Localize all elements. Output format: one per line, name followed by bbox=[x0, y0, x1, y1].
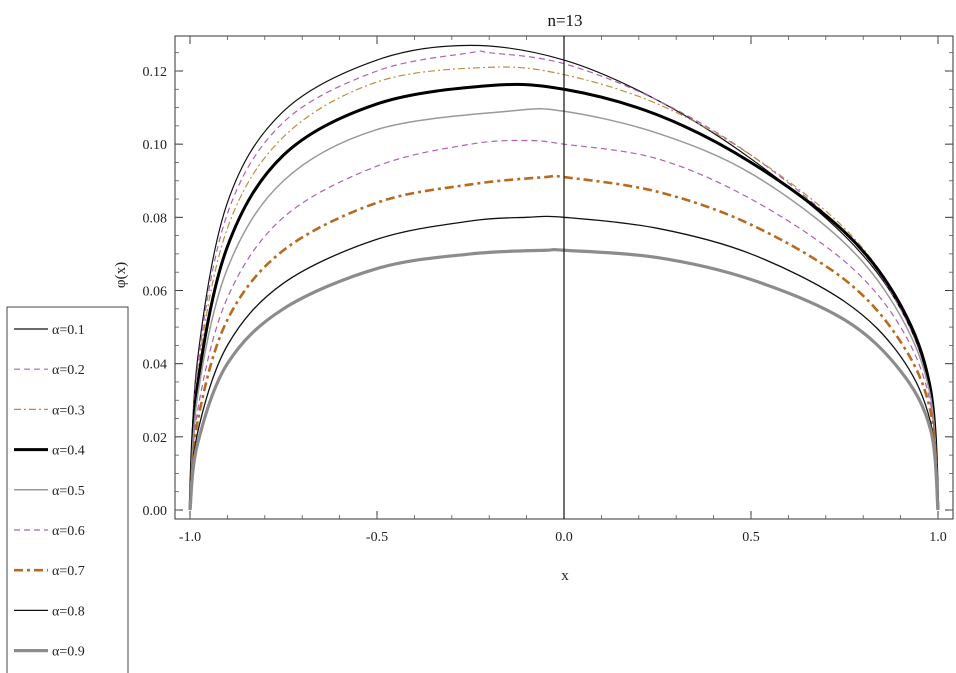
series-line-1 bbox=[189, 44, 939, 511]
legend-label: α=0.8 bbox=[52, 604, 85, 619]
y-tick-label: 0.02 bbox=[143, 431, 168, 446]
legend-items: α=0.1 α=0.2 α=0.3 α=0.4 α=0.5 α=0.6 α=0.7 α=0.8… bbox=[14, 323, 85, 660]
legend-label: α=0.4 bbox=[52, 444, 85, 459]
series-line-2 bbox=[189, 50, 939, 511]
legend-label: α=0.6 bbox=[52, 524, 85, 539]
legend-label: α=0.1 bbox=[52, 323, 85, 338]
legend-label: α=0.5 bbox=[52, 484, 85, 499]
x-tick-label: -0.5 bbox=[366, 530, 388, 545]
y-tick-label: 0.00 bbox=[143, 504, 168, 519]
ticks-layer: -1.0 -0.5 0.0 0.5 1.0 0.00 0.02 0.04 0.06 0.08 0.1… bbox=[143, 36, 953, 545]
series-line-7 bbox=[188, 174, 940, 511]
y-tick-label: 0.12 bbox=[143, 65, 168, 80]
x-tick-label: 0.5 bbox=[742, 530, 760, 545]
y-axis-label: φ(x) bbox=[113, 262, 129, 288]
y-tick-label: 0.06 bbox=[143, 285, 168, 300]
series-line-9 bbox=[188, 247, 940, 511]
x-axis-label: x bbox=[561, 568, 569, 584]
x-tick-label: 1.0 bbox=[929, 530, 947, 545]
legend-label: α=0.2 bbox=[52, 363, 85, 378]
legend-label: α=0.9 bbox=[52, 645, 85, 660]
x-tick-label: -1.0 bbox=[179, 530, 201, 545]
series-line-8 bbox=[189, 215, 939, 511]
chart-title: n=13 bbox=[547, 11, 582, 30]
y-tick-label: 0.10 bbox=[143, 138, 168, 153]
legend-label: α=0.7 bbox=[52, 564, 85, 579]
legend: α=0.1 α=0.2 α=0.3 α=0.4 α=0.5 α=0.6 α=0.7 α=0.8… bbox=[6, 306, 129, 673]
legend-label: α=0.3 bbox=[52, 403, 85, 418]
y-tick-label: 0.04 bbox=[143, 358, 168, 373]
series-layer bbox=[188, 44, 940, 511]
x-tick-label: 0.0 bbox=[555, 530, 573, 545]
y-tick-label: 0.08 bbox=[143, 211, 168, 226]
